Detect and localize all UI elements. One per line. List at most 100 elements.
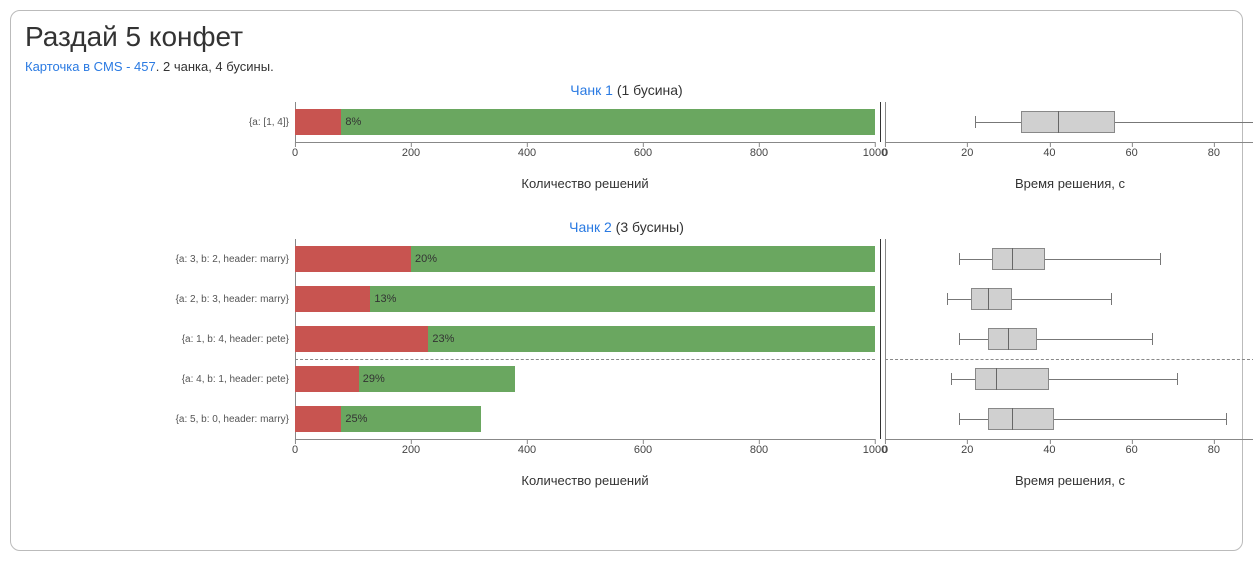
boxplot-whisker [1160, 253, 1161, 265]
boxplot-box [988, 408, 1054, 430]
boxplot-box [992, 248, 1045, 270]
boxplot-row [885, 359, 1253, 399]
boxplot-whisker [959, 259, 992, 260]
boxplot-median [1012, 248, 1013, 270]
boxplot-box [988, 328, 1037, 350]
bar-row: 20% [295, 239, 875, 279]
bar-green-segment [428, 326, 875, 352]
bar-percent: 23% [432, 333, 454, 345]
chunk-link[interactable]: Чанк 2 [569, 219, 612, 235]
card: Раздай 5 конфет Карточка в CMS - 457. 2 … [10, 10, 1243, 551]
axis-tick: 60 [1126, 147, 1138, 159]
boxplot-whisker [959, 253, 960, 265]
boxplot-row [885, 279, 1253, 319]
axis-tick: 40 [1043, 444, 1055, 456]
boxplot-median [1008, 328, 1009, 350]
axis-tick: 600 [634, 444, 652, 456]
axis-tick: 20 [961, 147, 973, 159]
bar-percent: 13% [374, 293, 396, 305]
boxplot-whisker [1226, 413, 1227, 425]
bar-red-segment [295, 109, 341, 135]
boxplot-whisker [1045, 259, 1160, 260]
row-label: {a: 3, b: 2, header: marry} [25, 254, 295, 265]
boxplot-median [1012, 408, 1013, 430]
boxplot-whisker [947, 299, 972, 300]
boxplot-row [885, 102, 1253, 142]
chunk-title-rest: (3 бусины) [612, 219, 684, 235]
boxplot-whisker [1012, 299, 1111, 300]
axis-tick: 0 [882, 147, 888, 159]
bar-row: 23% [295, 319, 875, 359]
boxplot-whisker [1111, 293, 1112, 305]
axis-tick: 0 [292, 147, 298, 159]
bar-green-segment [411, 246, 875, 272]
chunk-title: Чанк 1 (1 бусина) [25, 82, 1228, 98]
subtitle: Карточка в CMS - 457. 2 чанка, 4 бусины. [25, 59, 1228, 74]
bar-percent: 25% [345, 413, 367, 425]
axis: 0 20 40 60 80 [885, 142, 1253, 164]
bar-red-segment [295, 246, 411, 272]
bar-row: 13% [295, 279, 875, 319]
boxplot-whisker [1177, 373, 1178, 385]
boxplot-median [988, 288, 989, 310]
boxplot-row [885, 399, 1253, 439]
bar-axis-label: Количество решений [295, 473, 875, 488]
bar-red-segment [295, 326, 428, 352]
axis-tick: 800 [750, 147, 768, 159]
box-axis-label: Время решения, с [885, 176, 1253, 191]
bar-row: 29% [295, 359, 875, 399]
bar-red-segment [295, 406, 341, 432]
boxplot-whisker [959, 413, 960, 425]
boxplot-whisker [1115, 122, 1253, 123]
box-axis-label: Время решения, с [885, 473, 1253, 488]
chunk-title-rest: (1 бусина) [613, 82, 683, 98]
row-label: {a: 2, b: 3, header: marry} [25, 294, 295, 305]
axis-tick: 600 [634, 147, 652, 159]
axis-tick: 20 [961, 444, 973, 456]
boxplot-whisker [947, 293, 948, 305]
bar-percent: 8% [345, 116, 361, 128]
axis-tick: 400 [518, 147, 536, 159]
boxplot-whisker [959, 419, 988, 420]
boxplot-whisker [975, 116, 976, 128]
boxplot-whisker [975, 122, 1020, 123]
axis: 020406080 [885, 439, 1253, 461]
subtitle-rest: . 2 чанка, 4 бусины. [156, 59, 274, 74]
boxplot-median [996, 368, 997, 390]
bar-red-segment [295, 286, 370, 312]
panel-separator [880, 102, 881, 142]
boxplot-box [971, 288, 1012, 310]
boxplot-box [975, 368, 1049, 390]
bar-percent: 20% [415, 253, 437, 265]
axis-tick: 200 [402, 147, 420, 159]
chunk-link[interactable]: Чанк 1 [570, 82, 613, 98]
axis-tick: 0 [292, 444, 298, 456]
boxplot-median [1058, 111, 1059, 133]
axis: 02004006008001000 [295, 142, 875, 164]
boxplot-whisker [1037, 339, 1152, 340]
chunk-panel: {a: 3, b: 2, header: marry} {a: 2, b: 3, … [25, 239, 1228, 488]
bar-row: 8% [295, 102, 875, 142]
boxplot-whisker [1054, 419, 1227, 420]
boxplot-whisker [951, 373, 952, 385]
boxplot-whisker [959, 333, 960, 345]
boxplot-box [1021, 111, 1116, 133]
panel-separator [880, 239, 881, 439]
boxplot-row [885, 319, 1253, 359]
row-label: {a: 4, b: 1, header: pete} [25, 374, 295, 385]
axis-tick: 200 [402, 444, 420, 456]
row-label: {a: 5, b: 0, header: marry} [25, 414, 295, 425]
bar-red-segment [295, 366, 359, 392]
bar-green-segment [370, 286, 875, 312]
axis-tick: 0 [882, 444, 888, 456]
axis-tick: 40 [1043, 147, 1055, 159]
chunks-container: Чанк 1 (1 бусина){a: [1, 4]}8%0200400600… [25, 82, 1228, 488]
axis-tick: 60 [1126, 444, 1138, 456]
cms-link[interactable]: Карточка в CMS - 457 [25, 59, 156, 74]
boxplot-whisker [1152, 333, 1153, 345]
row-label: {a: 1, b: 4, header: pete} [25, 334, 295, 345]
axis-tick: 80 [1208, 147, 1220, 159]
bar-row: 25% [295, 399, 875, 439]
row-label: {a: [1, 4]} [25, 117, 295, 128]
page-title: Раздай 5 конфет [25, 21, 1228, 53]
